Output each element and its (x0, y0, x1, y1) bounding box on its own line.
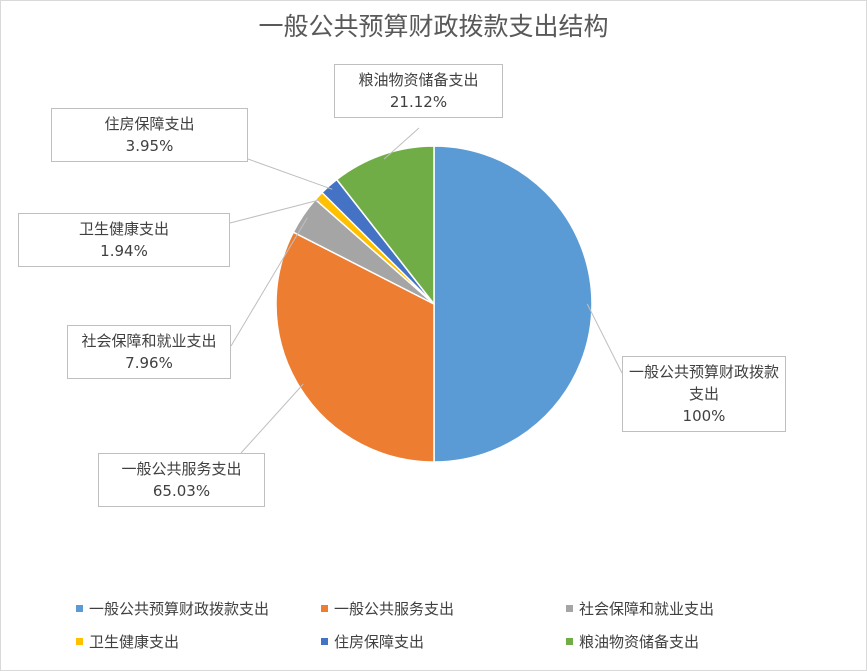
legend-item: 住房保障支出 (321, 631, 424, 652)
data-label: 住房保障支出 3.95% (51, 108, 248, 162)
legend-label: 社会保障和就业支出 (579, 600, 715, 618)
leader-line (229, 198, 323, 224)
legend-swatch (566, 638, 573, 645)
chart-title: 一般公共预算财政拨款支出结构 (258, 12, 609, 41)
data-label: 一般公共服务支出 65.03% (98, 453, 265, 507)
data-label-value: 100% (682, 407, 726, 425)
legend-label: 卫生健康支出 (89, 633, 180, 651)
data-label: 一般公共预算财政拨款支出 100% (622, 356, 786, 432)
legend-item: 一般公共预算财政拨款支出 (76, 598, 269, 619)
legend-label: 一般公共预算财政拨款支出 (89, 600, 270, 618)
legend-label: 粮油物资储备支出 (579, 633, 700, 651)
legend-swatch (566, 605, 573, 612)
legend-swatch (321, 638, 328, 645)
pie-slice (335, 145, 435, 307)
data-label-value: 1.94% (100, 242, 148, 260)
leader-line (247, 158, 333, 190)
data-label-value: 65.03% (152, 482, 211, 500)
legend-label: 一般公共服务支出 (334, 600, 455, 618)
data-label: 粮油物资储备支出 21.12% (334, 64, 503, 118)
leader-line (586, 303, 623, 374)
data-label-value: 3.95% (125, 137, 174, 155)
legend-swatch (76, 605, 83, 612)
data-label-name: 粮油物资储备支出 (358, 71, 479, 89)
data-label-value: 7.96% (125, 354, 173, 372)
pie-slice (433, 145, 593, 463)
legend-item: 社会保障和就业支出 (566, 598, 714, 619)
data-label-value: 21.12% (389, 93, 448, 111)
leader-line (383, 127, 420, 160)
pie-slice (275, 231, 435, 463)
data-label-name: 一般公共服务支出 (121, 460, 242, 478)
data-label: 社会保障和就业支出 7.96% (67, 325, 231, 379)
legend-swatch (76, 638, 83, 645)
data-label: 卫生健康支出 1.94% (18, 213, 230, 267)
leader-line (240, 383, 304, 454)
leader-line (230, 217, 308, 347)
legend-swatch (321, 605, 328, 612)
legend-item: 粮油物资储备支出 (566, 631, 699, 652)
data-label-name: 卫生健康支出 (78, 220, 169, 238)
data-label-name: 社会保障和就业支出 (81, 332, 217, 350)
data-label-name: 住房保障支出 (104, 115, 195, 133)
data-label-name: 一般公共预算财政拨款支出 (629, 363, 780, 403)
legend-item: 卫生健康支出 (76, 631, 179, 652)
legend-item: 一般公共服务支出 (321, 598, 454, 619)
legend-label: 住房保障支出 (334, 633, 425, 651)
